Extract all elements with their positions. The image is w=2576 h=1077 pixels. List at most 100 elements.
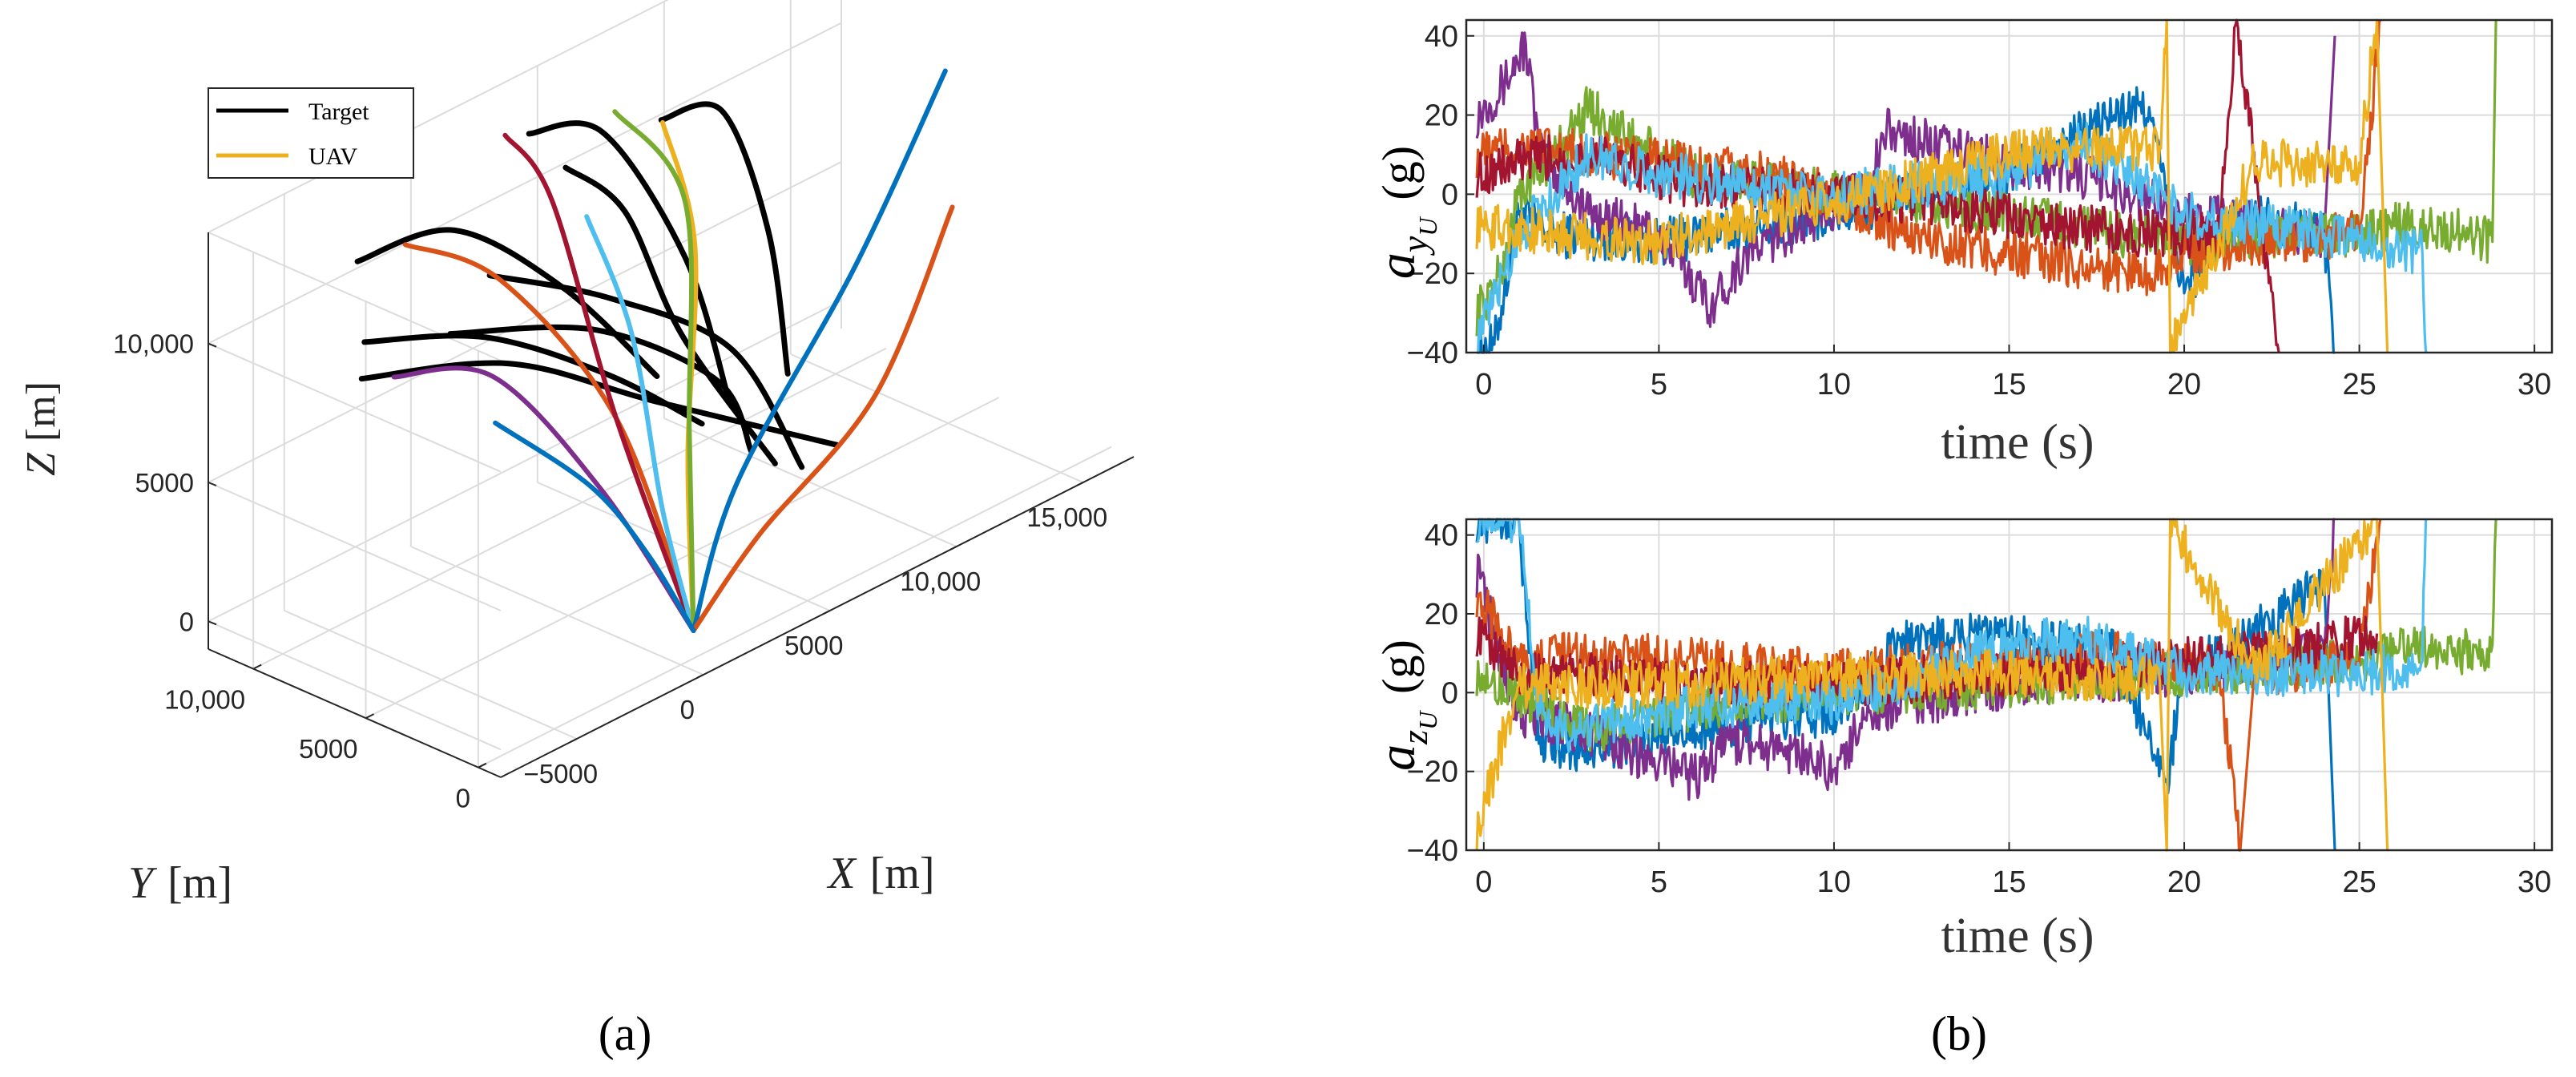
a-y-tick-label: 0	[456, 784, 470, 813]
uav-trajectory-14	[612, 109, 696, 633]
b-bottom-ylabel-subsub: U	[1413, 710, 1442, 730]
bt-axes-box	[1465, 18, 2554, 354]
b-bottom-ylabel-unit: (g)	[1373, 639, 1425, 694]
target-trajectory-7	[486, 272, 805, 470]
b-bottom-ylabel-sub: z	[1394, 730, 1435, 745]
bt-x-tick-label: 5	[1651, 368, 1667, 401]
a-x-tick	[949, 546, 957, 551]
panel-label-b: (b)	[1931, 1007, 1987, 1060]
bt-x-tick-label: 10	[1817, 368, 1851, 401]
a-grid-x-floor	[790, 353, 1084, 483]
a-y-tick-label: 10,000	[164, 685, 245, 715]
b-top-ylabel: ayU (g)	[1368, 146, 1442, 279]
a-y-axis	[208, 648, 502, 778]
target-trajectory-6	[358, 360, 841, 449]
target-trajectory-2	[354, 227, 660, 379]
a-grid-z-back	[208, 22, 842, 345]
a-ylabel-unit: [m]	[167, 858, 232, 908]
a-xlabel-var: X	[826, 849, 857, 898]
a-z-tick-label: 10,000	[113, 329, 194, 359]
bb-x-tick-label: 20	[2167, 865, 2201, 899]
bt-y-tick-label: 20	[1425, 99, 1458, 133]
a-z-tick	[208, 342, 217, 348]
uav-trajectory-10	[402, 242, 696, 633]
a-ylabel: Y [m]	[128, 858, 232, 908]
a-grid-x-floor	[284, 610, 578, 740]
target-trajectory-4	[658, 101, 791, 377]
a-edge-top-left	[208, 232, 502, 361]
a-z-tick-label: 0	[179, 607, 194, 636]
bb-y-tick-label: −40	[1407, 834, 1458, 868]
b-top-tick-labels: 0 5 10 15 20 25 30 −40 −20 0 20 40	[1407, 20, 2552, 401]
a-zlabel: Z [m]	[18, 381, 64, 476]
b-top-ylabel-unit: (g)	[1373, 146, 1425, 200]
b-bottom-ylabel: azU (g)	[1368, 639, 1442, 771]
a-ylabel-var: Y	[128, 858, 158, 908]
b-bottom-ylabel-main: a	[1368, 744, 1426, 771]
bt-x-tick-label: 0	[1475, 368, 1492, 401]
uav-trajectory-11	[502, 132, 696, 633]
bt-y-tick-label: 40	[1425, 20, 1458, 54]
a-grid-z-back	[208, 161, 842, 483]
b-top-ylabel-main: a	[1368, 252, 1426, 279]
b-bottom-xlabel: time (s)	[1941, 909, 2094, 963]
b-top-frame	[1465, 18, 2554, 354]
bt-x-tick-label: 30	[2518, 368, 2551, 401]
panel-a-axes	[208, 232, 1135, 778]
legend: Target UAV	[208, 87, 414, 179]
bb-y-tick-label: 40	[1425, 519, 1458, 553]
bb-series-7	[1475, 518, 2389, 852]
bt-x-tick-label: 25	[2342, 368, 2376, 401]
bb-y-tick-label: −20	[1407, 756, 1458, 789]
bb-axes-box	[1465, 518, 2554, 852]
svg-text:azU(g): azU (g)	[1368, 639, 1442, 771]
bt-y-tick-label: 0	[1441, 178, 1458, 212]
uav-trajectory-16	[691, 204, 955, 633]
a-grid-z-left	[208, 620, 502, 751]
a-y-tick	[365, 713, 374, 720]
legend-box	[208, 87, 414, 179]
a-y-tick	[478, 762, 487, 768]
b-bottom-series	[1475, 518, 2497, 852]
legend-label-target: Target	[308, 99, 369, 125]
b-top-ylabel-subsub: U	[1413, 216, 1442, 236]
a-grid-x-floor	[410, 546, 704, 676]
a-x-tick-label: −5000	[523, 759, 598, 789]
bb-y-tick-label: 0	[1441, 676, 1458, 710]
a-x-tick	[823, 610, 831, 615]
a-y-tick-label: 5000	[299, 734, 357, 764]
legend-label-uav: UAV	[308, 143, 357, 170]
target-trajectory-3	[526, 120, 732, 403]
b-bottom-tick-labels: 0 5 10 15 20 25 30 −40 −20 0 20 40	[1407, 519, 2552, 899]
uav-trajectory-12	[584, 214, 696, 633]
panel-b-top-accel-y: 0 5 10 15 20 25 30 −40 −20 0 20 40 time (s) ayU (g)	[1368, 18, 2554, 470]
a-z-tick	[208, 482, 217, 486]
target-trajectory-8	[447, 324, 754, 454]
a-zlabel-unit: [m]	[18, 381, 64, 442]
a-grid-z-left	[208, 482, 502, 611]
bt-x-tick-label: 20	[2167, 368, 2201, 401]
bb-x-tick-label: 5	[1651, 865, 1667, 899]
uav-trajectory-17	[493, 420, 696, 633]
a-xlabel: X [m]	[826, 849, 934, 898]
bb-x-tick-label: 15	[1992, 865, 2026, 899]
a-z-tick	[208, 620, 217, 626]
panel-a-tick-labels: −5000 0 5000 10,000 15,000 0 5000 10,000 0 5000 10…	[113, 329, 1107, 813]
a-zlabel-var: Z	[18, 452, 64, 476]
panel-a-trajectories	[354, 68, 955, 633]
a-y-tick	[252, 664, 262, 670]
bt-y-tick-label: −20	[1407, 257, 1458, 291]
a-z-tick-label: 5000	[135, 468, 194, 498]
bt-series-3	[1475, 19, 2497, 337]
a-grid-z-left	[208, 342, 502, 473]
a-grid-y-floor	[478, 446, 1112, 768]
bb-x-tick-label: 30	[2518, 865, 2551, 899]
a-grid-x-floor	[537, 482, 831, 611]
b-top-series	[1475, 18, 2497, 354]
bt-y-tick-label: −40	[1407, 337, 1458, 370]
a-x-tick	[696, 674, 704, 679]
bt-series-5	[1475, 18, 2280, 353]
bb-y-tick-label: 20	[1425, 598, 1458, 631]
